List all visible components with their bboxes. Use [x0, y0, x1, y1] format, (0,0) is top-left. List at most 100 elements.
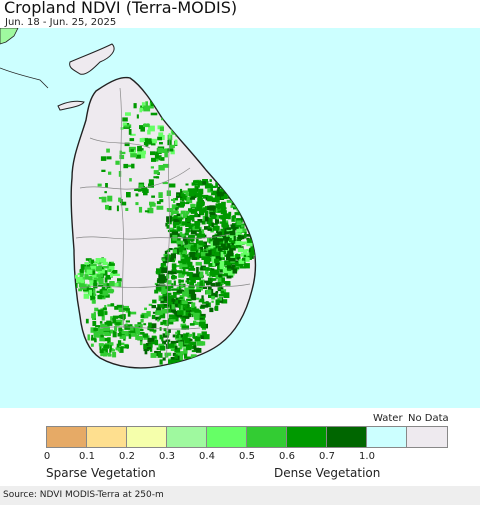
- vegetation-patch: [91, 313, 96, 319]
- vegetation-patch: [163, 321, 169, 326]
- vegetation-patch: [237, 229, 242, 235]
- vegetation-patch: [156, 104, 163, 111]
- vegetation-patch: [163, 262, 167, 267]
- vegetation-patch: [214, 238, 219, 241]
- vegetation-patch: [98, 284, 104, 287]
- legend-tick-label: 0.2: [119, 451, 135, 462]
- vegetation-patch: [120, 151, 126, 155]
- vegetation-patch: [209, 307, 214, 313]
- vegetation-patch: [176, 203, 183, 206]
- vegetation-patch: [175, 305, 179, 308]
- vegetation-patch: [157, 305, 160, 310]
- vegetation-patch: [160, 321, 164, 326]
- vegetation-patch: [180, 192, 185, 197]
- vegetation-patch: [200, 286, 208, 289]
- district-boundaries: [75, 87, 251, 359]
- vegetation-patch: [232, 227, 235, 229]
- sri-lanka-ndvi-map: [0, 28, 257, 369]
- vegetation-patch: [119, 335, 127, 339]
- vegetation-patch: [178, 341, 184, 347]
- vegetation-patch: [215, 282, 220, 287]
- vegetation-patch: [112, 351, 117, 358]
- vegetation-patch: [91, 259, 95, 263]
- vegetation-patch: [85, 318, 89, 324]
- vegetation-patch: [150, 151, 156, 156]
- vegetation-patch: [106, 156, 112, 160]
- vegetation-patch: [167, 229, 174, 233]
- vegetation-patch: [184, 194, 187, 201]
- vegetation-patch: [158, 109, 166, 112]
- vegetation-patch: [242, 205, 245, 208]
- vegetation-patch: [202, 267, 210, 270]
- map-area[interactable]: [0, 28, 480, 408]
- vegetation-patch: [139, 341, 143, 346]
- vegetation-patch: [170, 149, 175, 155]
- vegetation-patch: [222, 267, 230, 274]
- vegetation-patch: [80, 272, 84, 276]
- vegetation-patch: [90, 337, 96, 341]
- vegetation-patch: [181, 233, 186, 238]
- vegetation-patch: [188, 208, 192, 213]
- vegetation-patch: [194, 310, 201, 313]
- vegetation-patch: [170, 357, 177, 361]
- vegetation-patch: [199, 318, 204, 321]
- vegetation-patch: [124, 125, 130, 128]
- vegetation-patch: [152, 299, 157, 304]
- vegetation-patch: [157, 136, 162, 141]
- vegetation-patch: [91, 267, 96, 273]
- vegetation-patch: [105, 274, 111, 280]
- vegetation-patch: [110, 316, 113, 321]
- vegetation-patch: [157, 352, 163, 358]
- vegetation-patch: [128, 129, 132, 135]
- vegetation-patch: [89, 275, 92, 280]
- vegetation-patch: [246, 252, 250, 257]
- vegetation-patch: [119, 342, 125, 346]
- vegetation-patch: [91, 273, 99, 279]
- vegetation-patch: [179, 355, 183, 361]
- vegetation-patch: [148, 183, 154, 188]
- vegetation-patch: [171, 198, 175, 201]
- vegetation-patch: [195, 192, 202, 197]
- vegetation-patch: [129, 138, 135, 142]
- vegetation-patch: [164, 250, 168, 254]
- vegetation-patch: [207, 188, 213, 193]
- vegetation-patch: [117, 315, 123, 319]
- vegetation-patch: [103, 344, 110, 349]
- vegetation-patch: [191, 314, 194, 318]
- vegetation-patch: [214, 251, 220, 256]
- vegetation-patch: [188, 286, 195, 291]
- vegetation-patch: [176, 286, 180, 290]
- vegetation-patch: [102, 261, 108, 266]
- vegetation-patch: [150, 345, 153, 352]
- vegetation-patch: [139, 138, 145, 143]
- vegetation-patch: [152, 329, 157, 332]
- vegetation-patch: [135, 334, 139, 340]
- vegetation-patch: [176, 233, 182, 237]
- vegetation-patch: [250, 246, 256, 252]
- dense-vegetation-label: Dense Vegetation: [274, 466, 381, 480]
- vegetation-patch: [163, 296, 168, 302]
- vegetation-patch: [101, 287, 106, 292]
- vegetation-patch: [97, 260, 100, 264]
- vegetation-patch: [229, 234, 235, 241]
- vegetation-patch: [172, 266, 176, 272]
- vegetation-patch: [103, 266, 109, 269]
- vegetation-patch: [195, 254, 199, 259]
- vegetation-patch: [236, 228, 243, 233]
- vegetation-patch: [117, 340, 122, 346]
- vegetation-patch: [130, 326, 134, 331]
- vegetation-patch: [197, 219, 203, 223]
- vegetation-patch: [104, 305, 107, 309]
- vegetation-patch: [214, 258, 220, 264]
- vegetation-patch: [170, 117, 176, 121]
- vegetation-patch: [106, 283, 111, 288]
- vegetation-patch: [159, 199, 164, 203]
- vegetation-patch: [193, 243, 200, 248]
- vegetation-patch: [177, 226, 181, 232]
- vegetation-patch: [118, 306, 125, 312]
- vegetation-patch: [108, 285, 112, 291]
- vegetation-patch: [148, 303, 153, 306]
- vegetation-patch: [151, 335, 157, 339]
- vegetation-patch: [101, 169, 106, 172]
- vegetation-patch: [193, 183, 199, 186]
